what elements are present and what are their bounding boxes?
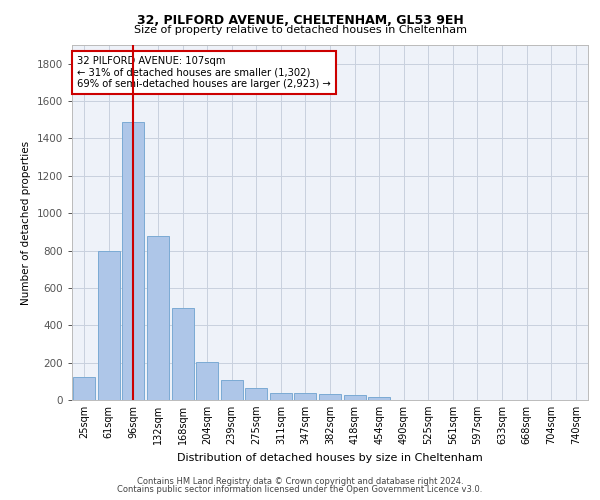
- Bar: [295, 394, 316, 400]
- Text: Size of property relative to detached houses in Cheltenham: Size of property relative to detached ho…: [133, 25, 467, 35]
- Bar: [73, 376, 95, 400]
- Bar: [196, 362, 218, 400]
- Bar: [122, 122, 145, 400]
- Bar: [147, 236, 169, 400]
- Bar: [98, 250, 120, 400]
- Bar: [270, 392, 292, 400]
- Bar: [172, 308, 194, 400]
- Bar: [368, 397, 390, 400]
- Text: Contains public sector information licensed under the Open Government Licence v3: Contains public sector information licen…: [118, 484, 482, 494]
- Text: 32 PILFORD AVENUE: 107sqm
← 31% of detached houses are smaller (1,302)
69% of se: 32 PILFORD AVENUE: 107sqm ← 31% of detac…: [77, 56, 331, 89]
- Y-axis label: Number of detached properties: Number of detached properties: [21, 140, 31, 304]
- Bar: [344, 396, 365, 400]
- Bar: [221, 380, 243, 400]
- Text: 32, PILFORD AVENUE, CHELTENHAM, GL53 9EH: 32, PILFORD AVENUE, CHELTENHAM, GL53 9EH: [137, 14, 463, 27]
- Bar: [319, 394, 341, 400]
- Text: Contains HM Land Registry data © Crown copyright and database right 2024.: Contains HM Land Registry data © Crown c…: [137, 477, 463, 486]
- X-axis label: Distribution of detached houses by size in Cheltenham: Distribution of detached houses by size …: [177, 452, 483, 462]
- Bar: [245, 388, 268, 400]
